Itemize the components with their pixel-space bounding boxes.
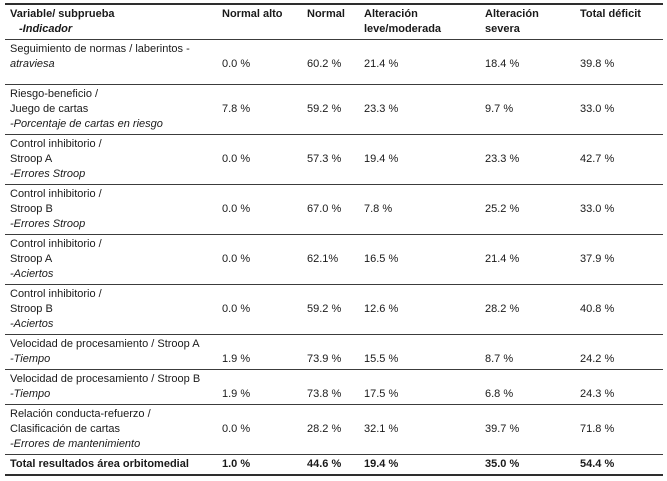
- cell-value: 17.5 %: [364, 388, 399, 400]
- cell-value: 24.2 %: [580, 353, 615, 365]
- cell-value: 73.9 %: [307, 353, 342, 365]
- cell-value: 0.0 %: [222, 253, 251, 265]
- cell-value: 71.8 %: [580, 423, 615, 435]
- row-label-line: -Tiempo: [10, 353, 51, 365]
- cell-value: 73.8 %: [307, 388, 342, 400]
- table-row: Seguimiento de normas / laberintos - atr…: [5, 40, 663, 85]
- row-label-line: -Aciertos: [10, 268, 54, 280]
- cell-value: 24.3 %: [580, 388, 615, 400]
- row-label-line: Velocidad de procesamiento / Stroop B: [10, 373, 201, 385]
- cell-value: 21.4 %: [485, 253, 520, 265]
- cell-value: 44.6 %: [307, 458, 342, 470]
- cell-value: 12.6 %: [364, 303, 399, 315]
- cell-value: 35.0 %: [485, 458, 520, 470]
- table-row: Control inhibitorio / Stroop A -Errores …: [5, 135, 663, 185]
- row-label-line: Velocidad de procesamiento / Stroop A: [10, 338, 200, 350]
- row-label-line: Juego de cartas: [10, 103, 89, 115]
- cell-value: 21.4 %: [364, 58, 399, 70]
- row-label-line: Control inhibitorio /: [10, 138, 102, 150]
- cell-value: 62.1%: [307, 253, 339, 265]
- header-alteracion-severa-line1: Alteración: [485, 8, 539, 20]
- cell-value: 59.2 %: [307, 103, 342, 115]
- cell-value: 19.4 %: [364, 458, 399, 470]
- cell-value: 42.7 %: [580, 153, 615, 165]
- cell-value: 1.0 %: [222, 458, 251, 470]
- row-label-line: Relación conducta-refuerzo /: [10, 408, 151, 420]
- cell-value: 23.3 %: [485, 153, 520, 165]
- cell-value: 40.8 %: [580, 303, 615, 315]
- table-row: Control inhibitorio / Stroop B -Aciertos…: [5, 285, 663, 335]
- cell-value: 0.0 %: [222, 58, 251, 70]
- cell-value: 16.5 %: [364, 253, 399, 265]
- header-indicador: -Indicador: [19, 23, 73, 35]
- cell-value: 0.0 %: [222, 153, 251, 165]
- cell-value: 59.2 %: [307, 303, 342, 315]
- row-label-line: -Errores Stroop: [10, 168, 86, 180]
- cell-value: 6.8 %: [485, 388, 514, 400]
- cell-value: 57.3 %: [307, 153, 342, 165]
- table-total-row: Total resultados área orbitomedial 1.0 %…: [5, 455, 663, 474]
- header-alteracion-leve-line2: leve/moderada: [364, 23, 442, 35]
- header-alteracion-severa-line2: severa: [485, 23, 520, 35]
- row-label-line: Control inhibitorio /: [10, 238, 102, 250]
- cell-value: 1.9 %: [222, 388, 251, 400]
- cell-value: 39.8 %: [580, 58, 615, 70]
- table-row: Velocidad de procesamiento / Stroop B -T…: [5, 370, 663, 405]
- row-label-line: -Aciertos: [10, 318, 54, 330]
- cell-value: 15.5 %: [364, 353, 399, 365]
- cell-value: 0.0 %: [222, 203, 251, 215]
- row-label-line: Control inhibitorio /: [10, 188, 102, 200]
- table-row: Velocidad de procesamiento / Stroop A -T…: [5, 335, 663, 370]
- row-label-line: -Errores de mantenimiento: [10, 438, 141, 450]
- header-variable-subprueba: Variable/ subprueba: [10, 8, 115, 20]
- row-label-line: -Tiempo: [10, 388, 51, 400]
- cell-value: 9.7 %: [485, 103, 514, 115]
- table-row: Relación conducta-refuerzo / Clasificaci…: [5, 405, 663, 455]
- cell-value: 8.7 %: [485, 353, 514, 365]
- cell-value: 33.0 %: [580, 103, 615, 115]
- header-total-deficit: Total déficit: [580, 8, 641, 20]
- cell-value: 25.2 %: [485, 203, 520, 215]
- row-label-line: Stroop B: [10, 203, 53, 215]
- orbitomedial-results-table: Variable/ subprueba -Indicador Normal al…: [5, 3, 663, 476]
- table-row: Riesgo-beneficio / Juego de cartas -Porc…: [5, 85, 663, 135]
- table-row: Control inhibitorio / Stroop B -Errores …: [5, 185, 663, 235]
- total-row-label: Total resultados área orbitomedial: [10, 458, 189, 470]
- row-label-line: atraviesa: [10, 58, 55, 70]
- cell-value: 33.0 %: [580, 203, 615, 215]
- header-normal: Normal: [307, 8, 345, 20]
- cell-value: 67.0 %: [307, 203, 342, 215]
- header-alteracion-leve-line1: Alteración: [364, 8, 418, 20]
- cell-value: 39.7 %: [485, 423, 520, 435]
- row-label-line: Clasificación de cartas: [10, 423, 121, 435]
- cell-value: 0.0 %: [222, 423, 251, 435]
- cell-value: 28.2 %: [307, 423, 342, 435]
- row-label-line: -Porcentaje de cartas en riesgo: [10, 118, 163, 130]
- cell-value: 54.4 %: [580, 458, 615, 470]
- cell-value: 7.8 %: [222, 103, 251, 115]
- cell-value: 60.2 %: [307, 58, 342, 70]
- row-label-line: Stroop A: [10, 253, 53, 265]
- row-label-line: Control inhibitorio /: [10, 288, 102, 300]
- row-label-line: Stroop A: [10, 153, 53, 165]
- row-label-line: -Errores Stroop: [10, 218, 86, 230]
- header-normal-alto: Normal alto: [222, 8, 283, 20]
- row-label-line: Stroop B: [10, 303, 53, 315]
- row-label-line: Riesgo-beneficio /: [10, 88, 99, 100]
- cell-value: 1.9 %: [222, 353, 251, 365]
- cell-value: 0.0 %: [222, 303, 251, 315]
- cell-value: 18.4 %: [485, 58, 520, 70]
- cell-value: 28.2 %: [485, 303, 520, 315]
- cell-value: 19.4 %: [364, 153, 399, 165]
- cell-value: 23.3 %: [364, 103, 399, 115]
- table-row: Control inhibitorio / Stroop A -Aciertos…: [5, 235, 663, 285]
- row-label-line: Seguimiento de normas / laberintos -: [10, 43, 190, 55]
- table-header-row: Variable/ subprueba -Indicador Normal al…: [5, 5, 663, 40]
- cell-value: 37.9 %: [580, 253, 615, 265]
- cell-value: 7.8 %: [364, 203, 393, 215]
- cell-value: 32.1 %: [364, 423, 399, 435]
